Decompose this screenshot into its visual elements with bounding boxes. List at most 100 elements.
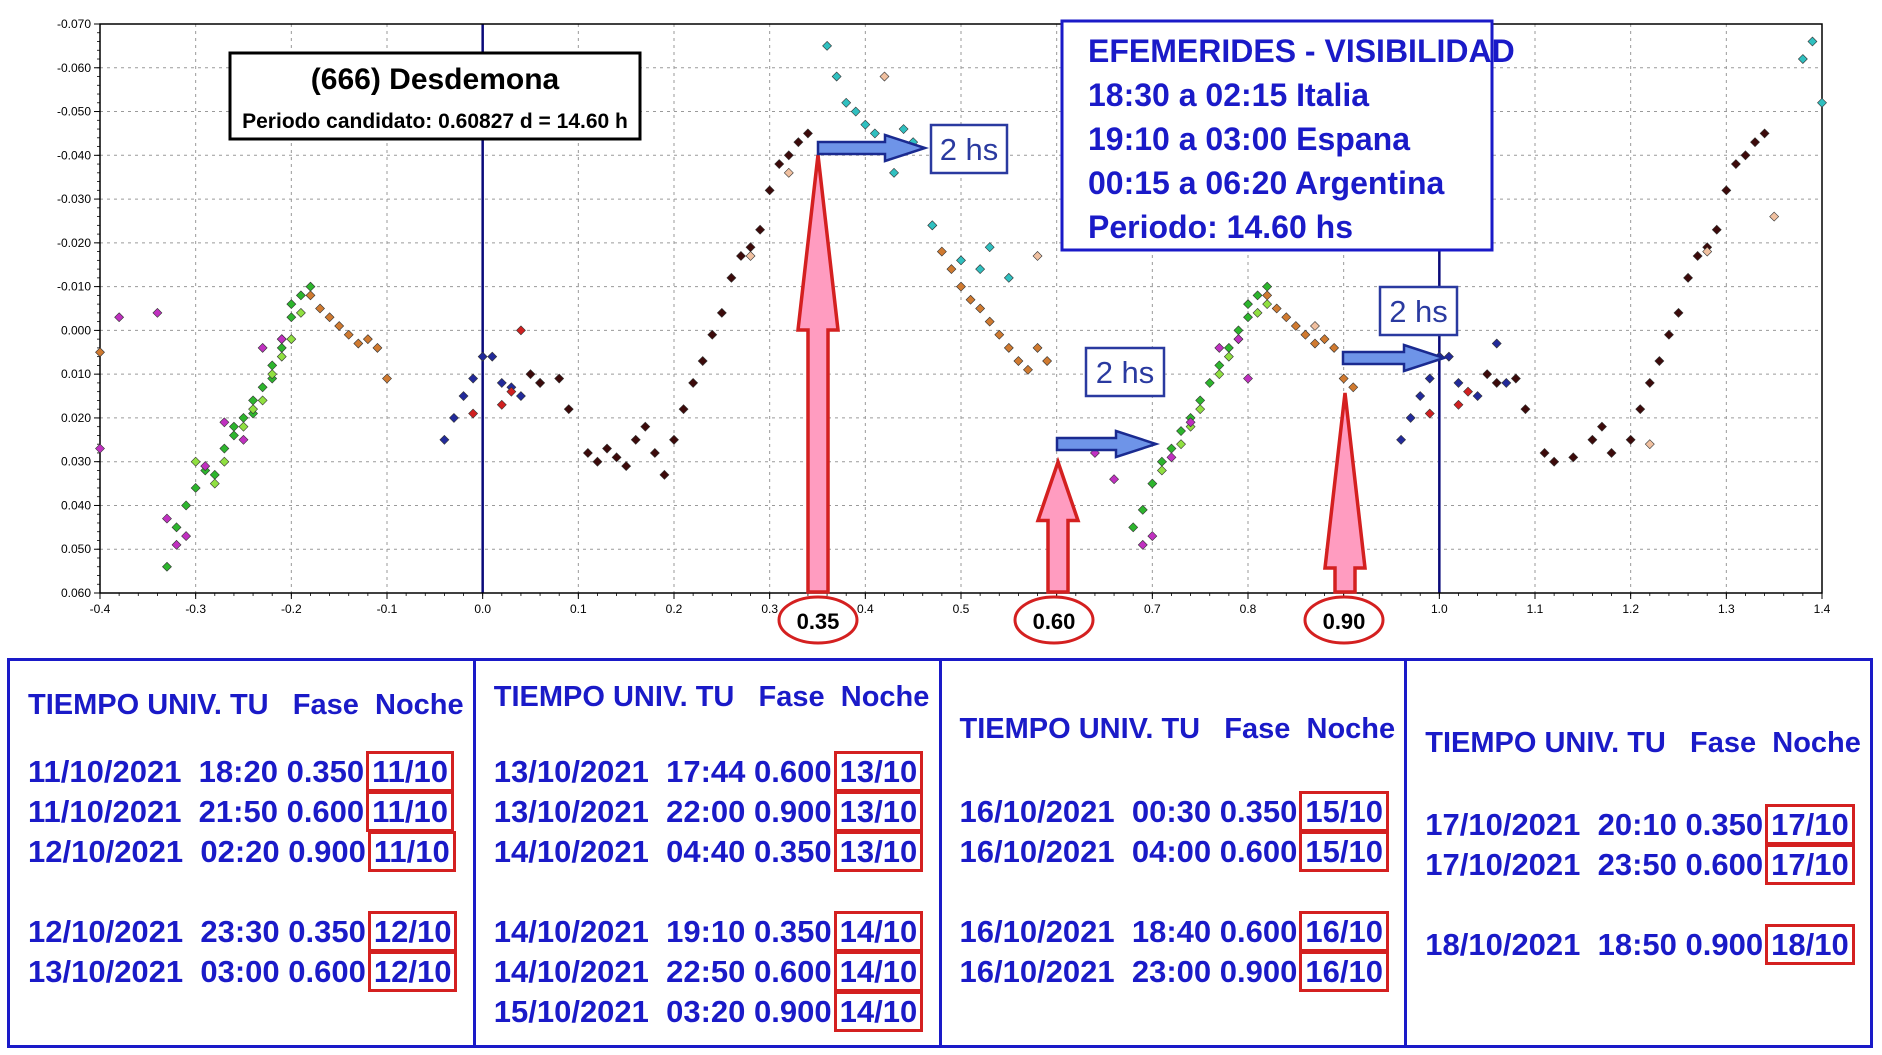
data-point (152, 307, 163, 318)
phase-arrow-090 (1323, 392, 1367, 594)
y-tick-label: -0.020 (57, 236, 91, 250)
data-point (1443, 351, 1454, 362)
data-point (1176, 426, 1186, 436)
fase-value: 0.900 (288, 834, 366, 869)
x-tick-label: -0.2 (281, 602, 302, 616)
data-point (1023, 364, 1033, 375)
data-point (219, 443, 230, 454)
data-point (736, 251, 746, 261)
data-point (965, 294, 976, 305)
chart-annotations: (666) Desdemona Periodo candidato: 0.6082… (228, 19, 1515, 645)
data-point (372, 342, 383, 353)
data-point (1549, 456, 1560, 467)
data-point (1635, 404, 1646, 415)
data-point (1396, 434, 1406, 445)
table-row: 14/10/2021 19:10 0.350 14/10 (494, 911, 924, 952)
data-point (516, 391, 526, 401)
table-row: 17/10/2021 20:10 0.350 17/10 (1425, 804, 1855, 845)
lightcurve-chart: -0.4-0.3-0.2-0.10.00.10.20.30.40.50.60.7… (56, 17, 1831, 645)
data-point (1453, 399, 1464, 410)
data-point (181, 500, 192, 511)
data-point (1750, 137, 1760, 148)
data-point (1740, 150, 1751, 161)
data-point (1243, 299, 1253, 310)
y-tick-label: -0.010 (57, 280, 91, 294)
fase-value: 0.350 (754, 914, 832, 949)
data-point (1252, 290, 1263, 301)
data-point (822, 40, 832, 51)
data-point (1214, 342, 1225, 353)
data-point (1405, 412, 1416, 423)
data-point (276, 334, 287, 345)
fase-value: 0.600 (288, 954, 366, 989)
data-point (1147, 478, 1158, 489)
phase-arrow-035 (796, 154, 840, 594)
tu-datetime: 16/10/2021 04:00 (959, 834, 1212, 869)
data-point (1415, 391, 1426, 401)
data-point (649, 448, 660, 458)
data-point (1262, 299, 1273, 310)
table-row: 16/10/2021 18:40 0.600 16/10 (960, 911, 1389, 952)
data-point (1042, 356, 1053, 366)
phase-arrow-060 (1035, 456, 1081, 594)
phase-marker-label: 0.60 (1033, 609, 1076, 634)
x-tick-label: 0.8 (1240, 602, 1257, 616)
data-point (1520, 404, 1531, 415)
data-point (783, 150, 794, 161)
table-row: 16/10/2021 23:00 0.900 16/10 (959, 951, 1389, 992)
data-point (563, 404, 574, 415)
data-point (1606, 448, 1617, 458)
data-point (1769, 211, 1780, 222)
table-row: 13/10/2021 22:00 0.900 13/10 (494, 791, 924, 832)
data-point (630, 434, 641, 445)
noche-value: 17/10 (1765, 804, 1855, 845)
data-point (1195, 404, 1206, 415)
callout-label: 2 hs (1096, 355, 1155, 390)
data-point (850, 106, 861, 117)
data-point (1003, 272, 1014, 283)
tu-datetime: 15/10/2021 03:20 (493, 994, 746, 1029)
data-point (1290, 321, 1301, 331)
data-point (286, 334, 297, 345)
data-point (286, 299, 297, 310)
data-point (1166, 452, 1177, 463)
data-point (1137, 539, 1148, 550)
data-point (171, 522, 182, 533)
tu-datetime: 16/10/2021 23:00 (959, 954, 1212, 989)
data-point (783, 167, 794, 178)
callout-label: 2 hs (940, 132, 999, 167)
info-box-subtitle: Periodo candidato: 0.60827 d = 14.60 h (242, 110, 628, 133)
tu-datetime: 12/10/2021 02:20 (28, 834, 280, 869)
ephemeris-column: TIEMPO UNIV. TU Fase Noche 11/10/2021 18:… (10, 661, 476, 1045)
data-point (1625, 434, 1636, 445)
data-point (248, 404, 258, 415)
data-point (841, 97, 852, 108)
callout-label: 2 hs (1389, 294, 1448, 329)
y-tick-label: 0.050 (61, 542, 91, 556)
noche-value: 16/10 (1299, 911, 1389, 952)
data-point (506, 386, 517, 397)
callout-box (1378, 285, 1459, 337)
data-point (1673, 307, 1684, 318)
data-point (200, 461, 211, 471)
table-row: 16/10/2021 04:00 0.600 15/10 (959, 831, 1389, 872)
data-point (343, 329, 354, 340)
data-point (190, 483, 201, 493)
data-point (1032, 251, 1043, 261)
ephemeris-column: TIEMPO UNIV. TU Fase Noche 13/10/2021 17:… (476, 661, 942, 1045)
data-point (1003, 342, 1014, 353)
chart-points (95, 36, 1827, 572)
data-point (803, 128, 813, 139)
data-point (1243, 312, 1253, 323)
table-row: 14/10/2021 04:40 0.350 13/10 (494, 831, 924, 872)
data-point (1329, 342, 1340, 353)
data-point (621, 461, 632, 471)
data-point (334, 321, 345, 331)
x-tick-label: 0.4 (857, 602, 874, 616)
fase-value: 0.350 (286, 754, 365, 789)
fase-value: 0.900 (1219, 954, 1298, 989)
tu-datetime: 16/10/2021 00:30 (959, 794, 1212, 829)
data-point (162, 561, 172, 572)
data-point (678, 404, 689, 415)
table-row: 13/10/2021 17:44 0.600 13/10 (494, 751, 924, 792)
